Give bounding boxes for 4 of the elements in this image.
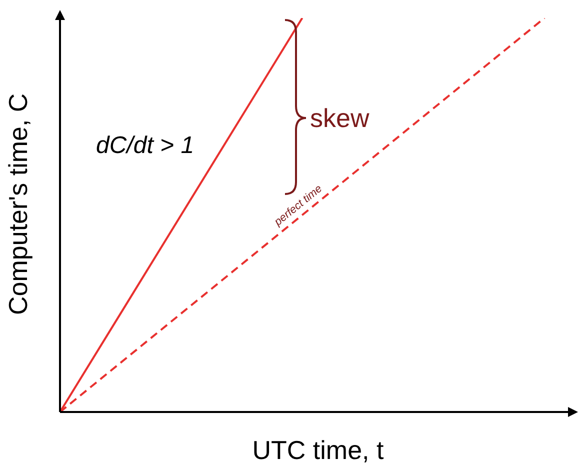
- y-axis-title: Computer's time, C: [3, 93, 34, 315]
- x-axis-title: UTC time, t: [252, 435, 384, 465]
- annotation: skew: [310, 103, 370, 133]
- annotation: dC/dt > 1: [96, 132, 194, 159]
